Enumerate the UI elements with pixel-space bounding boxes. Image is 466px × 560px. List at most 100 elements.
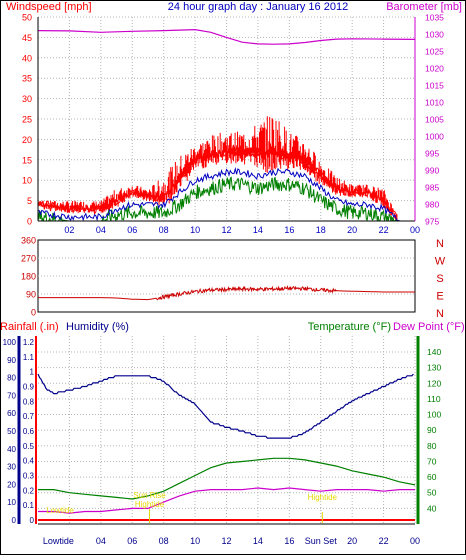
wind-tick-label: 25 (22, 115, 32, 125)
time-tick-label: 22 (379, 225, 389, 235)
barometer-axis-label: Barometer [mb] (386, 1, 462, 13)
compass-label: E (436, 291, 443, 303)
direction-frame (37, 239, 416, 313)
time-tick-label: 08 (159, 536, 169, 546)
time-tick-label: 18 (316, 225, 326, 235)
barometer-line (37, 28, 416, 45)
compass-label: N (436, 308, 444, 320)
barometer-tick-label: 995 (425, 149, 439, 159)
temperature-tick-label: 80 (427, 441, 437, 451)
wind-tick-label: 50 (22, 13, 32, 23)
time-tick-label: 20 (347, 536, 357, 546)
time-tick-label: 14 (253, 536, 263, 546)
time-tick-label: 12 (221, 536, 231, 546)
temperature-tick-label: 40 (427, 503, 437, 513)
barometer-tick-label: 975 (425, 217, 439, 227)
direction-tick-label: 360 (21, 236, 36, 246)
compass-label: N (436, 238, 444, 250)
humidity-tick-label: 90 (7, 356, 16, 365)
humidity-tick-label: 0 (12, 516, 17, 525)
temperature-tick-label: 100 (427, 410, 441, 420)
wind-tick-label: 30 (22, 94, 32, 104)
humidity-tick-label: 80 (7, 374, 16, 383)
wind-tick-label: 15 (22, 155, 32, 165)
time-tick-label: 10 (190, 225, 200, 235)
sun-rise-label: Sun Rise (133, 491, 166, 500)
wind-tick-label: 45 (22, 33, 32, 43)
time-tick-label: 04 (96, 536, 106, 546)
time-tick-label: 00 (410, 536, 420, 546)
rainfall-tick-label: 0.3 (23, 472, 35, 481)
chart-title: 24 hour graph day : January 16 2012 (168, 1, 348, 13)
wind-tick-label: 40 (22, 53, 32, 63)
time-tick-label: 20 (347, 225, 357, 235)
time-tick-label: 16 (284, 225, 294, 235)
temperature-tick-label: 110 (427, 394, 441, 404)
hightide-label-2: Hightide (308, 493, 338, 502)
time-tick-label: 14 (253, 225, 263, 235)
barometer-tick-label: 1000 (425, 132, 444, 142)
humidity-tick-label: 50 (7, 427, 16, 436)
compass-label: S (436, 273, 443, 285)
rainfall-tick-label: 1 (30, 368, 35, 377)
barometer-tick-label: 985 (425, 183, 439, 193)
humidity-axis-label: Humidity (%) (66, 321, 129, 333)
barometer-tick-label: 1015 (425, 81, 444, 91)
barometer-tick-label: 1020 (425, 64, 444, 74)
time-tick-label: 12 (221, 225, 231, 235)
barometer-tick-label: 990 (425, 166, 439, 176)
rainfall-tick-label: 0.5 (23, 442, 35, 451)
time-tick-label: Sun Set (305, 536, 338, 546)
hightide-label: Hightide (135, 500, 165, 509)
rainfall-tick-label: 0.7 (23, 412, 35, 421)
time-tick-label: 06 (127, 225, 137, 235)
humidity-line (37, 373, 414, 439)
rainfall-tick-label: 0 (30, 516, 35, 525)
time-tick-label: Lowtide (43, 536, 74, 546)
barometer-tick-label: 1030 (425, 30, 444, 40)
temperature-tick-label: 90 (427, 425, 437, 435)
avg-wind-line (37, 166, 415, 222)
temperature-line (38, 457, 416, 500)
windspeed-line (37, 145, 415, 222)
barometer-tick-label: 1010 (425, 98, 444, 108)
barometer-tick-label: 1035 (425, 13, 444, 23)
rainfall-tick-label: 1.1 (23, 353, 35, 362)
humidity-tick-label: 40 (7, 445, 16, 454)
direction-tick-label: 270 (21, 254, 36, 264)
windspeed-axis-label: Windspeed [mph] (6, 1, 92, 13)
direction-tick-label: 0 (31, 308, 36, 318)
time-tick-label: 00 (410, 225, 420, 235)
time-tick-label: 22 (379, 536, 389, 546)
dewpoint-line (38, 487, 415, 514)
wind-tick-label: 0 (27, 217, 32, 227)
time-tick-label: 02 (64, 225, 74, 235)
humidity-tick-label: 30 (7, 463, 16, 472)
wind-tick-label: 35 (22, 74, 32, 84)
rainfall-axis-label: Rainfall (.in) (0, 321, 59, 333)
rainfall-tick-label: 0.6 (23, 427, 35, 436)
direction-tick-label: 180 (21, 272, 36, 282)
humidity-tick-label: 20 (7, 480, 16, 489)
time-tick-label: 08 (159, 225, 169, 235)
windspeed-gust-spikes (37, 116, 398, 220)
temperature-tick-label: 140 (427, 347, 441, 357)
humidity-tick-label: 70 (7, 391, 16, 400)
rainfall-tick-label: 0.8 (23, 397, 35, 406)
time-tick-label: 04 (96, 225, 106, 235)
barometer-tick-label: 1025 (425, 47, 444, 57)
rainfall-tick-label: 0.9 (23, 383, 35, 392)
direction-tick-label: 90 (26, 290, 36, 300)
rainfall-tick-label: 1.2 (23, 338, 35, 347)
wind-tick-label: 20 (22, 135, 32, 145)
wind-tick-label: 5 (27, 196, 32, 206)
temperature-tick-label: 60 (427, 472, 437, 482)
temperature-tick-label: 50 (427, 488, 437, 498)
rainfall-tick-label: 0.4 (23, 457, 35, 466)
temperature-axis-label: Temperature (°F) (308, 321, 391, 333)
barometer-tick-label: 980 (425, 200, 439, 210)
temperature-tick-label: 70 (427, 456, 437, 466)
